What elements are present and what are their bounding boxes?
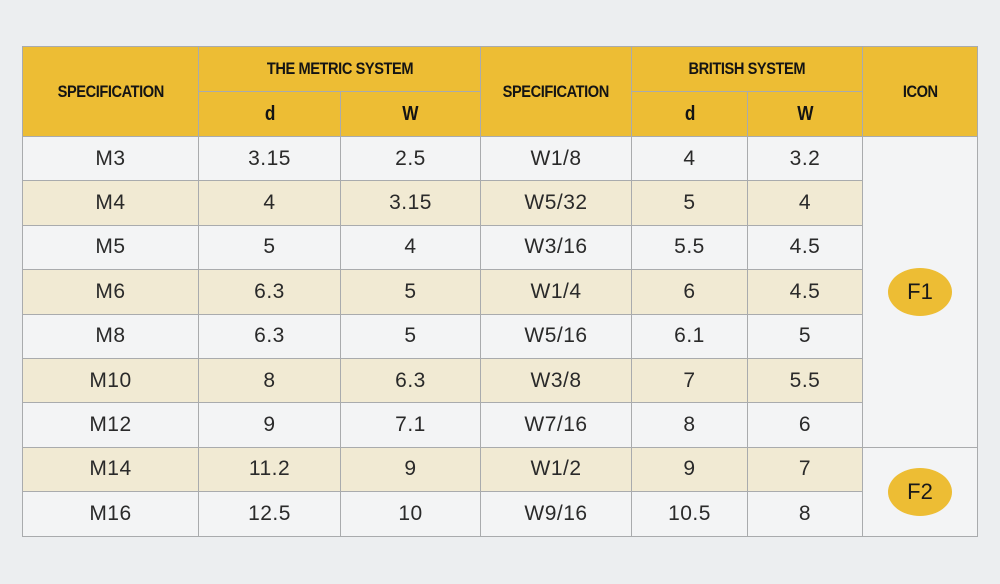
metric-spec-cell: M8 (22, 313, 199, 359)
metric-d-cell: 6.3 (198, 313, 341, 359)
metric-spec-cell: M6 (22, 269, 199, 315)
british-spec-cell: W5/16 (480, 313, 633, 359)
british-d-cell: 10.5 (631, 491, 749, 537)
british-w-cell: 3.2 (747, 135, 864, 182)
table-row: M8 6.3 5 W5/16 6.1 5 (22, 313, 978, 359)
british-w-cell: 4.5 (747, 269, 864, 315)
british-spec-cell: W7/16 (480, 402, 633, 448)
metric-d-cell: 4 (198, 180, 341, 226)
metric-spec-cell: M4 (22, 180, 199, 226)
british-w-cell: 8 (747, 491, 864, 537)
metric-w-cell: 7.1 (339, 402, 482, 448)
metric-w-cell: 2.5 (339, 135, 482, 182)
table-row: M16 12.5 10 W9/16 10.5 8 (22, 491, 978, 537)
british-w-cell: 4 (747, 180, 864, 226)
british-spec-cell: W1/4 (480, 269, 633, 315)
metric-w-cell: 5 (339, 269, 482, 315)
british-w-cell: 7 (747, 446, 864, 493)
f1-badge: F1 (888, 267, 953, 316)
header-metric-w: W (339, 91, 482, 137)
table-row: M12 9 7.1 W7/16 8 6 (22, 402, 978, 448)
british-w-cell: 6 (747, 402, 864, 448)
table-row: M6 6.3 5 W1/4 6 4.5 (22, 269, 978, 315)
british-d-cell: 5 (631, 180, 749, 226)
british-spec-cell: W3/8 (480, 357, 633, 404)
british-spec-cell: W1/2 (480, 446, 633, 493)
metric-spec-cell: M5 (22, 224, 199, 271)
header-metric-system: THE METRIC SYSTEM (197, 46, 482, 92)
british-spec-cell: W5/32 (480, 180, 633, 226)
table-row: M10 8 6.3 W3/8 7 5.5 (22, 357, 978, 404)
metric-d-cell: 8 (198, 357, 341, 404)
metric-d-cell: 6.3 (198, 269, 341, 315)
table-row: M5 5 4 W3/16 5.5 4.5 (22, 224, 978, 271)
british-d-cell: 6 (631, 269, 749, 315)
metric-w-cell: 10 (339, 491, 482, 537)
metric-w-cell: 5 (339, 313, 482, 359)
metric-w-cell: 9 (339, 446, 482, 493)
icon-cell-f2: F2 (862, 446, 979, 537)
british-w-cell: 4.5 (747, 224, 864, 271)
spec-table-container: SPECIFICATION THE METRIC SYSTEM SPECIFIC… (22, 46, 979, 537)
british-d-cell: 4 (631, 135, 749, 182)
british-spec-cell: W9/16 (480, 491, 633, 537)
header-metric-d: d (198, 91, 341, 137)
british-w-cell: 5 (747, 313, 864, 359)
metric-spec-cell: M3 (22, 135, 199, 182)
british-d-cell: 8 (631, 402, 749, 448)
british-spec-cell: W1/8 (480, 135, 633, 182)
british-d-cell: 5.5 (631, 224, 749, 271)
metric-w-cell: 4 (339, 224, 482, 271)
metric-spec-cell: M14 (22, 446, 199, 493)
british-d-cell: 6.1 (631, 313, 749, 359)
table-row: M4 4 3.15 W5/32 5 4 (22, 180, 978, 226)
icon-cell-f1: F1 (862, 136, 979, 448)
header-british-system: BRITISH SYSTEM (631, 46, 864, 92)
table-row: M3 3.15 2.5 W1/8 4 3.2 F1 (22, 135, 979, 448)
metric-w-cell: 3.15 (339, 180, 482, 226)
header-icon: ICON (862, 46, 979, 137)
metric-d-cell: 3.15 (198, 135, 341, 182)
metric-spec-cell: M16 (22, 491, 199, 537)
header-spec-metric: SPECIFICATION (22, 46, 199, 137)
header-british-w: W (747, 91, 864, 137)
metric-d-cell: 9 (198, 402, 341, 448)
metric-d-cell: 11.2 (198, 446, 341, 493)
metric-w-cell: 6.3 (339, 357, 482, 404)
f2-badge: F2 (888, 467, 953, 516)
british-d-cell: 9 (631, 446, 749, 493)
spec-table: SPECIFICATION THE METRIC SYSTEM SPECIFIC… (22, 46, 979, 537)
header-british-d: d (631, 91, 749, 137)
british-w-cell: 5.5 (747, 357, 864, 404)
metric-spec-cell: M10 (22, 357, 199, 404)
metric-d-cell: 12.5 (198, 491, 341, 537)
british-spec-cell: W3/16 (480, 224, 633, 271)
table-row: M14 11.2 9 W1/2 9 7 F2 (22, 446, 979, 537)
metric-d-cell: 5 (198, 224, 341, 271)
british-d-cell: 7 (631, 357, 749, 404)
metric-spec-cell: M12 (22, 402, 199, 448)
header-spec-british: SPECIFICATION (480, 46, 633, 137)
